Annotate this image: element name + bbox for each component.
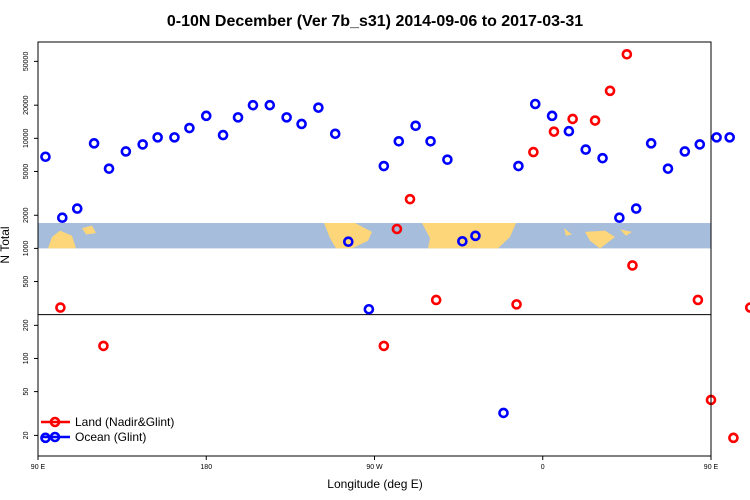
y-tick-label: 50 [23, 388, 30, 396]
data-point-ocean [378, 160, 390, 172]
data-point-land [627, 260, 638, 271]
y-tick-label: 100 [23, 353, 30, 365]
data-point-land [548, 126, 560, 137]
map-land-indonesia [564, 228, 632, 249]
data-point-ocean [103, 163, 115, 174]
x-tick-label: 90 E [704, 464, 719, 471]
map-land-south-america [324, 223, 372, 249]
data-point-ocean [662, 163, 674, 174]
legend-swatch-marker-land [49, 416, 61, 428]
y-tick-label: 5000 [23, 164, 30, 180]
data-point-ocean [296, 118, 307, 130]
world-map-band [38, 223, 711, 249]
y-tick-label: 50000 [23, 52, 30, 72]
data-point-ocean [40, 151, 51, 163]
data-point-ocean [614, 212, 625, 224]
data-point-ocean [57, 212, 68, 224]
data-point-land [430, 294, 442, 306]
y-axis: 20 50 100 200 500 1000 2000 5000 10000 20000 50000 [23, 52, 38, 439]
data-point-ocean [597, 152, 608, 164]
data-point-ocean [645, 138, 657, 149]
data-point-land [511, 299, 522, 310]
data-point-ocean [217, 129, 229, 141]
data-point-ocean [120, 146, 132, 157]
data-points [40, 48, 750, 444]
data-point-ocean [442, 154, 453, 165]
y-tick-label: 200 [23, 319, 30, 331]
data-point-ocean [513, 160, 524, 172]
data-point-land [98, 340, 109, 352]
legend-swatch-marker-ocean [49, 431, 61, 443]
y-tick-label: 10000 [23, 128, 30, 148]
data-point-land [621, 48, 633, 60]
data-point-land [567, 113, 578, 125]
x-axis-label: Longitude (deg E) [327, 477, 422, 491]
data-point-ocean [152, 132, 163, 143]
plot-frame [37, 41, 712, 457]
x-tick-label: 90 W [366, 464, 383, 471]
data-point-ocean [329, 128, 341, 140]
data-point-ocean [711, 132, 722, 143]
data-point-land [604, 85, 616, 97]
data-point-ocean [393, 135, 405, 147]
x-tick-label: 0 [541, 464, 545, 471]
y-axis-label: N Total [0, 226, 12, 263]
data-point-land [378, 340, 390, 352]
data-point-ocean [470, 230, 481, 242]
map-land-maritime-continent [48, 225, 96, 249]
data-point-land [528, 146, 539, 158]
data-point-ocean [313, 102, 324, 113]
data-point-ocean [184, 122, 195, 134]
y-tick-label: 1000 [23, 241, 30, 257]
data-point-ocean [679, 146, 691, 157]
legend: Land (Nadir&Glint) Ocean (Glint) [41, 415, 174, 444]
data-point-land [55, 302, 66, 313]
data-point-land [728, 432, 739, 444]
chart-title: 0-10N December (Ver 7b_s31) 2014-09-06 t… [167, 13, 583, 30]
legend-label-land: Land (Nadir&Glint) [75, 415, 174, 429]
data-point-ocean [200, 110, 212, 122]
y-tick-label: 500 [23, 276, 30, 288]
y-tick-label: 20 [23, 431, 30, 439]
data-point-ocean [498, 407, 509, 419]
data-point-ocean [264, 99, 276, 111]
y-tick-label: 20000 [23, 95, 30, 115]
data-point-ocean [694, 139, 706, 150]
data-point-ocean [529, 98, 541, 110]
data-point-ocean [563, 125, 575, 137]
data-point-ocean [425, 135, 436, 147]
x-tick-label: 90 E [31, 464, 46, 471]
data-point-ocean [410, 120, 421, 132]
data-point-ocean [232, 112, 244, 123]
data-point-ocean [169, 132, 180, 143]
x-tick-label: 180 [200, 464, 212, 471]
legend-label-ocean: Ocean (Glint) [75, 430, 146, 444]
data-point-land [744, 302, 750, 313]
data-point-ocean [457, 235, 468, 247]
data-point-ocean [363, 303, 375, 315]
data-point-ocean [546, 110, 558, 122]
data-point-ocean [88, 138, 100, 149]
data-point-ocean [580, 144, 592, 155]
data-point-ocean [724, 132, 735, 143]
data-point-ocean [137, 139, 148, 150]
data-point-ocean [71, 203, 83, 214]
data-point-ocean [343, 236, 354, 248]
data-point-land [391, 223, 403, 235]
data-point-land [589, 115, 601, 126]
data-point-land [692, 294, 704, 306]
map-land-africa [422, 223, 516, 249]
y-tick-label: 2000 [23, 207, 30, 223]
data-point-ocean [247, 99, 259, 111]
data-point-land [404, 193, 416, 205]
data-point-ocean [281, 112, 292, 123]
data-point-ocean [630, 203, 642, 214]
